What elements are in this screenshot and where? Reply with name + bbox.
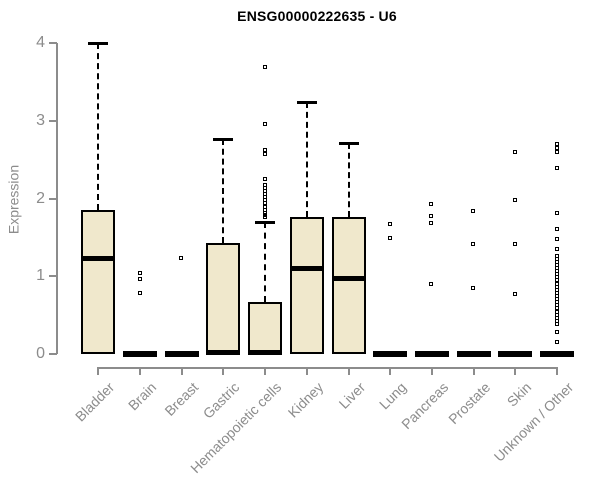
outlier-point-pancreas	[429, 281, 434, 286]
outlier-point-skin	[512, 150, 517, 155]
outlier-point-pancreas	[429, 220, 434, 225]
outlier-point-lung	[387, 221, 392, 226]
outlier-point-breast	[179, 255, 184, 260]
y-axis-tick	[49, 275, 57, 278]
outlier-point-skin	[512, 198, 517, 203]
outlier-point-brain	[137, 276, 142, 281]
x-axis-tick	[264, 367, 267, 375]
whisker-cap-gastric	[213, 137, 234, 141]
y-tick-label: 1	[36, 267, 45, 285]
y-axis-tick	[49, 197, 57, 200]
box-kidney	[289, 217, 324, 354]
outlier-point-hematopoietic-cells	[262, 65, 267, 70]
upper-whisker-gastric	[222, 138, 225, 243]
median-gastric	[206, 350, 241, 356]
outlier-point-unknown-other	[554, 339, 559, 344]
upper-whisker-hematopoietic-cells	[264, 221, 267, 302]
whisker-cap-hematopoietic-cells	[255, 220, 276, 224]
outlier-point-prostate	[471, 241, 476, 246]
x-axis-tick	[305, 367, 308, 375]
x-axis-line	[97, 367, 559, 369]
outlier-point-hematopoietic-cells	[262, 215, 267, 220]
x-axis-tick	[222, 367, 225, 375]
y-axis-line	[56, 43, 58, 354]
y-tick-label: 4	[36, 34, 45, 51]
x-axis-tick	[514, 367, 517, 375]
outlier-point-unknown-other	[554, 237, 559, 242]
x-axis-tick	[389, 367, 392, 375]
collapsed-box-unknown-other	[540, 351, 574, 357]
whisker-cap-bladder	[88, 42, 109, 45]
collapsed-box-lung	[373, 351, 408, 357]
collapsed-box-breast	[164, 351, 199, 357]
y-axis-tick	[49, 119, 57, 122]
outlier-point-pancreas	[429, 202, 434, 207]
outlier-point-hematopoietic-cells	[262, 213, 267, 218]
outlier-point-pancreas	[429, 213, 434, 218]
x-axis-tick	[97, 367, 100, 375]
y-tick-label: 0	[36, 345, 45, 362]
outlier-point-hematopoietic-cells	[262, 147, 267, 152]
upper-whisker-bladder	[97, 43, 100, 211]
median-hematopoietic-cells	[248, 350, 283, 356]
outlier-point-hematopoietic-cells	[262, 152, 267, 157]
outlier-point-prostate	[471, 209, 476, 214]
outlier-point-unknown-other	[554, 247, 559, 252]
y-axis-tick	[49, 42, 57, 44]
box-hematopoietic-cells	[248, 301, 283, 354]
outlier-point-skin	[512, 292, 517, 297]
median-bladder	[81, 256, 116, 262]
x-axis-tick	[347, 367, 350, 375]
outlier-point-unknown-other	[554, 227, 559, 232]
whisker-cap-kidney	[296, 101, 317, 105]
x-axis-tick	[180, 367, 183, 375]
outlier-point-unknown-other	[554, 165, 559, 170]
box-liver	[331, 217, 366, 354]
upper-whisker-kidney	[305, 102, 308, 218]
x-axis-tick	[556, 367, 558, 375]
outlier-point-unknown-other	[554, 329, 559, 334]
x-axis-tick	[139, 367, 141, 375]
outlier-point-unknown-other	[554, 210, 559, 215]
outlier-point-unknown-other	[554, 150, 559, 155]
upper-whisker-liver	[347, 143, 350, 218]
outlier-point-unknown-other	[554, 146, 559, 151]
box-bladder	[81, 210, 116, 354]
collapsed-box-pancreas	[414, 351, 449, 357]
median-liver	[331, 275, 366, 281]
outlier-point-unknown-other	[554, 321, 559, 326]
x-axis-tick	[430, 367, 433, 375]
outlier-point-unknown-other	[554, 141, 559, 146]
y-tick-label: 3	[36, 111, 45, 129]
box-gastric	[206, 242, 241, 354]
collapsed-box-skin	[498, 351, 533, 357]
outlier-point-prostate	[471, 286, 476, 291]
outlier-point-brain	[137, 290, 142, 295]
median-kidney	[289, 265, 324, 271]
outlier-point-hematopoietic-cells	[262, 122, 267, 127]
y-axis-tick	[49, 353, 57, 355]
outlier-point-brain	[137, 271, 142, 276]
y-tick-label: 2	[36, 189, 45, 207]
collapsed-box-prostate	[456, 351, 491, 357]
outlier-point-lung	[387, 235, 392, 240]
x-axis-tick	[472, 367, 475, 375]
outlier-point-hematopoietic-cells	[262, 176, 267, 181]
whisker-cap-liver	[338, 142, 359, 146]
outlier-point-hematopoietic-cells	[262, 210, 267, 215]
outlier-point-skin	[512, 241, 517, 246]
chart-title: ENSG00000222635 - U6	[237, 8, 397, 24]
collapsed-box-brain	[123, 351, 157, 357]
